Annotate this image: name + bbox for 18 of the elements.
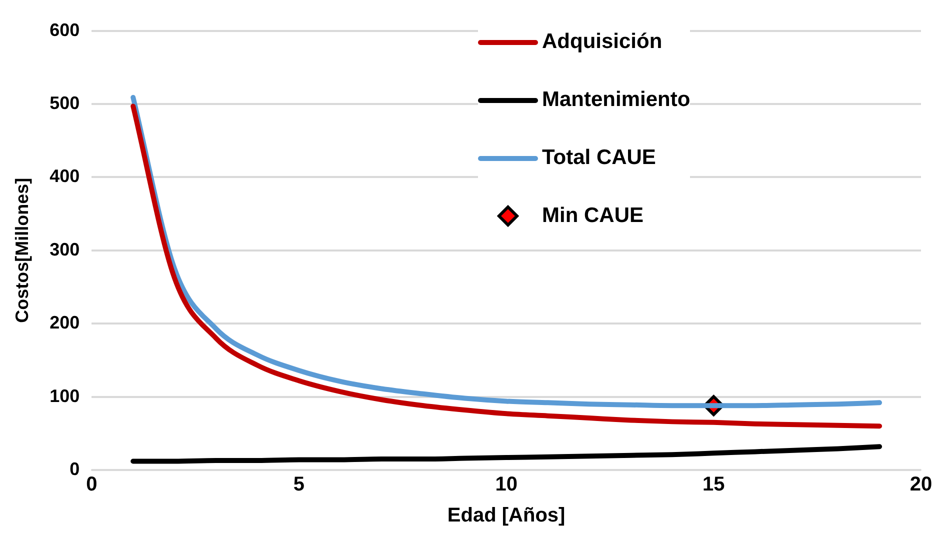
x-axis-title: Edad [Años] (447, 504, 566, 527)
y-tick-label: 300 (50, 239, 80, 260)
y-tick-label: 500 (50, 92, 80, 113)
x-tick-label: 10 (495, 474, 518, 496)
legend-label: Total CAUE (542, 146, 656, 170)
x-tick-label: 0 (86, 474, 98, 496)
x-tick-label: 5 (293, 474, 305, 496)
y-tick-label: 400 (50, 166, 80, 186)
legend-label: Adquisición (542, 30, 662, 54)
y-tick-label: 600 (50, 20, 80, 40)
legend-label: Mantenimiento (542, 88, 690, 112)
legend-label: Min CAUE (542, 204, 644, 228)
y-tick-label: 200 (50, 312, 80, 333)
y-tick-label: 0 (70, 458, 80, 479)
x-tick-label: 20 (910, 474, 932, 496)
y-axis-title: Costos[Millones] (12, 178, 32, 323)
x-tick-label: 15 (702, 474, 725, 496)
y-tick-label: 100 (50, 386, 80, 406)
